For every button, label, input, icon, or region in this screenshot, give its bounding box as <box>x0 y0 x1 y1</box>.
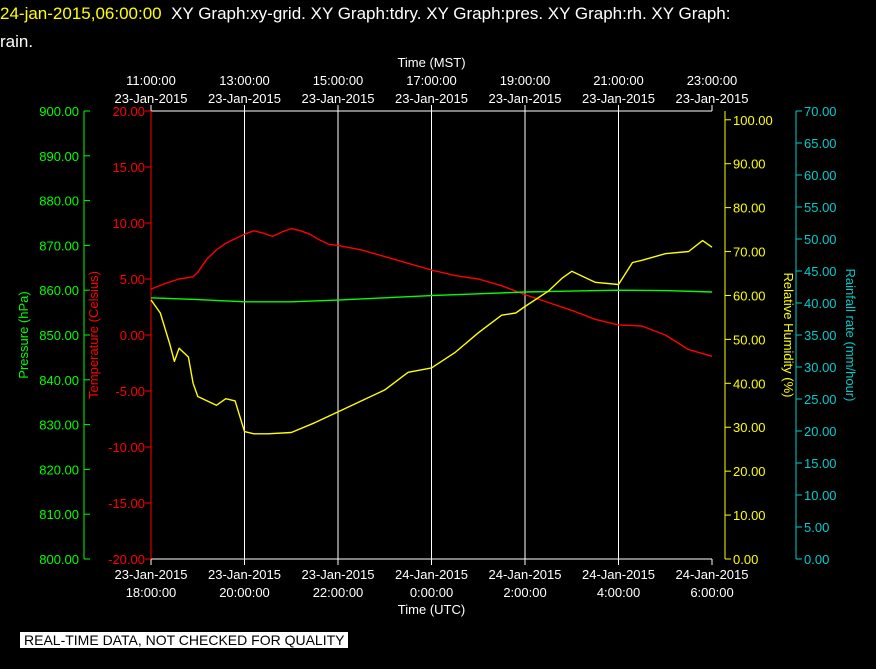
temperature-tick-label: -15.00 <box>108 496 145 511</box>
humidity-tick-label: 80.00 <box>733 201 766 216</box>
x-top-tick-label-date: 23-Jan-2015 <box>676 91 749 106</box>
rain-axis-label: Rainfall rate (mm/hour) <box>843 269 858 402</box>
x-top-tick-label-date: 23-Jan-2015 <box>582 91 655 106</box>
rain-tick-label: 10.00 <box>804 488 837 503</box>
pressure-tick-label: 810.00 <box>39 507 79 522</box>
x-tick-label-date: 24-Jan-2015 <box>582 567 655 582</box>
temperature-tick-label: 15.00 <box>112 160 145 175</box>
pressure-tick-label: 890.00 <box>39 149 79 164</box>
rain-tick-label: 35.00 <box>804 328 837 343</box>
pressure-tick-label: 800.00 <box>39 552 79 567</box>
x-tick-label-time: 18:00:00 <box>126 585 177 600</box>
rain-tick-label: 45.00 <box>804 264 837 279</box>
rain-tick-label: 50.00 <box>804 232 837 247</box>
x-tick-label-date: 23-Jan-2015 <box>208 567 281 582</box>
temperature-axis-label: Temperature (Celsius) <box>86 271 101 399</box>
x-tick-label-time: 2:00:00 <box>503 585 546 600</box>
x-top-tick-label-time: 13:00:00 <box>219 73 270 88</box>
humidity-tick-label: 90.00 <box>733 157 766 172</box>
temperature-tick-label: 5.00 <box>120 272 145 287</box>
pressure-tick-label: 830.00 <box>39 418 79 433</box>
x-tick-label-date: 24-Jan-2015 <box>489 567 562 582</box>
rain-tick-label: 15.00 <box>804 456 837 471</box>
humidity-tick-label: 50.00 <box>733 332 766 347</box>
pressure-tick-label: 840.00 <box>39 373 79 388</box>
humidity-tick-label: 100.00 <box>733 113 773 128</box>
x-top-tick-label-date: 23-Jan-2015 <box>115 91 188 106</box>
x-top-tick-label-date: 23-Jan-2015 <box>302 91 375 106</box>
temperature-series-line <box>150 227 713 357</box>
humidity-tick-label: 70.00 <box>733 245 766 260</box>
humidity-axis-label: Relative Humidity (%) <box>781 273 796 398</box>
temperature-tick-label: -20.00 <box>108 552 145 567</box>
x-tick-label-date: 24-Jan-2015 <box>395 567 468 582</box>
temperature-tick-label: 10.00 <box>112 216 145 231</box>
x-tick-label-date: 24-Jan-2015 <box>676 567 749 582</box>
rain-tick-label: 20.00 <box>804 424 837 439</box>
pressure-tick-label: 820.00 <box>39 462 79 477</box>
temperature-tick-label: -10.00 <box>108 440 145 455</box>
x-top-tick-label-time: 17:00:00 <box>406 73 457 88</box>
rain-tick-label: 55.00 <box>804 200 837 215</box>
x-top-tick-label-time: 15:00:00 <box>313 73 364 88</box>
pressure-tick-label: 900.00 <box>39 104 79 119</box>
x-top-tick-label-date: 23-Jan-2015 <box>395 91 468 106</box>
rain-tick-label: 60.00 <box>804 168 837 183</box>
temperature-tick-label: 0.00 <box>120 328 145 343</box>
pressure-tick-label: 880.00 <box>39 194 79 209</box>
humidity-tick-label: 30.00 <box>733 420 766 435</box>
x-top-tick-label-date: 23-Jan-2015 <box>208 91 281 106</box>
rain-tick-label: 40.00 <box>804 296 837 311</box>
pressure-series-line <box>150 289 713 303</box>
x-tick-label-date: 23-Jan-2015 <box>302 567 375 582</box>
header-graph-list: XY Graph:xy-grid. XY Graph:tdry. XY Grap… <box>171 4 731 23</box>
x-top-tick-label-time: 19:00:00 <box>500 73 551 88</box>
rain-tick-label: 5.00 <box>804 520 829 535</box>
x-top-tick-label-date: 23-Jan-2015 <box>489 91 562 106</box>
x-tick-label-time: 0:00:00 <box>410 585 453 600</box>
pressure-tick-label: 850.00 <box>39 328 79 343</box>
humidity-tick-label: 20.00 <box>733 464 766 479</box>
x-top-tick-label-time: 21:00:00 <box>593 73 644 88</box>
header-line-2: rain. <box>0 32 34 51</box>
pressure-tick-label: 860.00 <box>39 283 79 298</box>
humidity-tick-label: 0.00 <box>733 552 758 567</box>
humidity-tick-label: 60.00 <box>733 288 766 303</box>
x-top-tick-label-time: 11:00:00 <box>126 73 176 88</box>
humidity-series-line <box>150 239 713 435</box>
x-axis-label-top: Time (MST) <box>397 55 465 70</box>
temperature-tick-label: 20.00 <box>112 104 145 119</box>
temperature-tick-label: -5.00 <box>115 384 145 399</box>
rain-tick-label: 65.00 <box>804 136 837 151</box>
x-tick-label-date: 23-Jan-2015 <box>115 567 188 582</box>
rain-tick-label: 25.00 <box>804 392 837 407</box>
rain-tick-label: 30.00 <box>804 360 837 375</box>
pressure-axis-label: Pressure (hPa) <box>16 291 31 378</box>
x-axis-label-bottom: Time (UTC) <box>398 602 465 617</box>
x-tick-label-time: 6:00:00 <box>690 585 733 600</box>
humidity-tick-label: 10.00 <box>733 508 766 523</box>
header-timestamp: 24-jan-2015,06:00:00 <box>0 4 162 23</box>
graph-header: 24-jan-2015,06:00:00 XY Graph:xy-grid. X… <box>0 0 876 56</box>
humidity-tick-label: 40.00 <box>733 376 766 391</box>
rain-tick-label: 0.00 <box>804 552 829 567</box>
x-top-tick-label-time: 23:00:00 <box>687 73 738 88</box>
pressure-tick-label: 870.00 <box>39 238 79 253</box>
quality-notice: REAL-TIME DATA, NOT CHECKED FOR QUALITY <box>20 632 349 648</box>
rain-tick-label: 70.00 <box>804 104 837 119</box>
x-tick-label-time: 22:00:00 <box>313 585 364 600</box>
x-tick-label-time: 20:00:00 <box>219 585 270 600</box>
x-tick-label-time: 4:00:00 <box>597 585 640 600</box>
header-line-1: 24-jan-2015,06:00:00 XY Graph:xy-grid. X… <box>0 0 876 28</box>
